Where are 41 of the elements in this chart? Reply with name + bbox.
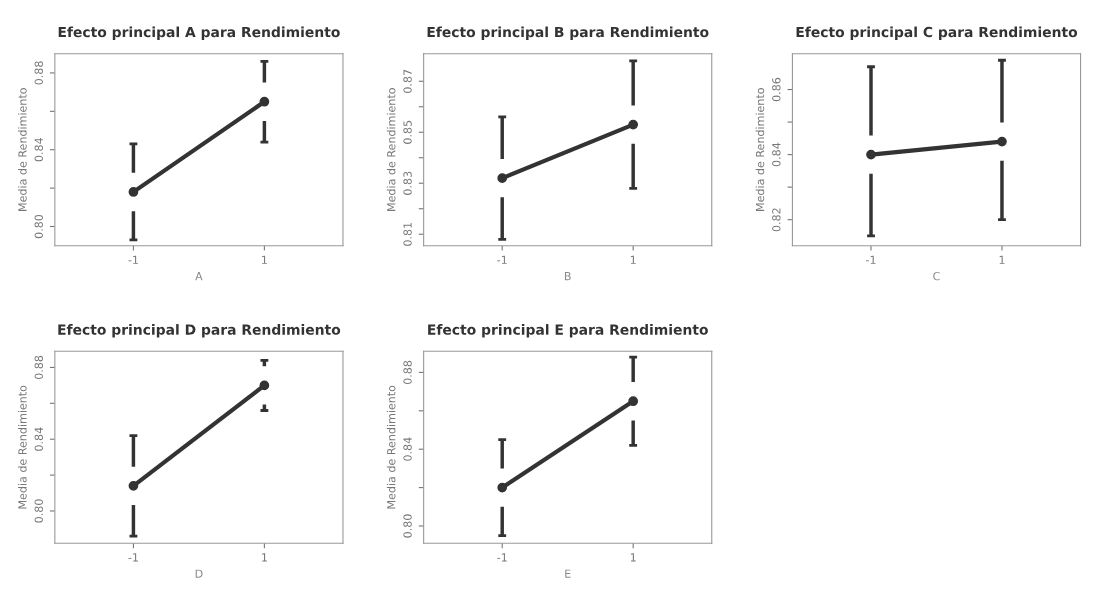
x-axis-title: A bbox=[195, 272, 203, 281]
y-tick-label: 0.83 bbox=[403, 171, 412, 195]
y-tick-label: 0.87 bbox=[403, 69, 412, 93]
x-tick-label: -1 bbox=[128, 553, 138, 562]
y-tick-label: 0.81 bbox=[403, 222, 412, 246]
x-axis-title: D bbox=[195, 569, 203, 578]
x-tick-label: 1 bbox=[999, 255, 1005, 264]
chart-title: Efecto principal B para Rendimiento bbox=[427, 26, 709, 40]
y-tick-label: 0.88 bbox=[403, 360, 412, 385]
chart-title: Efecto principal D para Rendimiento bbox=[58, 324, 341, 338]
chart-title: Efecto principal E para Rendimiento bbox=[428, 324, 708, 338]
x-tick-label: 1 bbox=[262, 553, 267, 562]
y-tick-label: 0.84 bbox=[34, 137, 43, 162]
x-tick-label: -1 bbox=[497, 553, 507, 562]
chart-title: Efecto principal A para Rendimiento bbox=[58, 26, 340, 40]
y-axis-title: Media de Rendimiento bbox=[386, 385, 396, 509]
x-tick-label: 1 bbox=[262, 255, 267, 264]
y-tick-label: 0.84 bbox=[403, 437, 412, 461]
y-tick-label: 0.88 bbox=[34, 355, 43, 380]
x-axis-title: B bbox=[564, 272, 571, 281]
x-axis-title: E bbox=[565, 569, 571, 578]
y-tick-label: 0.86 bbox=[772, 77, 781, 102]
x-tick-label: -1 bbox=[497, 255, 507, 264]
y-tick-label: 0.85 bbox=[403, 120, 412, 144]
y-tick-label: 0.80 bbox=[34, 214, 43, 239]
y-tick-label: 0.84 bbox=[772, 142, 781, 167]
chart-title: Efecto principal C para Rendimiento bbox=[796, 26, 1078, 40]
y-axis-title: Media de Rendimiento bbox=[755, 88, 765, 211]
y-axis-title: Media de Rendimiento bbox=[386, 88, 396, 211]
y-tick-label: 0.80 bbox=[403, 514, 412, 538]
y-tick-label: 0.80 bbox=[34, 499, 43, 523]
x-axis-title: C bbox=[933, 271, 940, 281]
x-tick-label: -1 bbox=[866, 255, 876, 264]
y-tick-label: 0.88 bbox=[34, 61, 43, 85]
x-tick-label: 1 bbox=[630, 255, 636, 264]
y-axis-title: Media de Rendimiento bbox=[18, 385, 27, 509]
y-tick-label: 0.82 bbox=[772, 208, 781, 232]
y-tick-label: 0.84 bbox=[34, 427, 43, 451]
x-tick-label: 1 bbox=[630, 553, 636, 562]
x-tick-label: -1 bbox=[128, 255, 138, 264]
y-axis-title: Media de Rendimiento bbox=[18, 88, 27, 211]
